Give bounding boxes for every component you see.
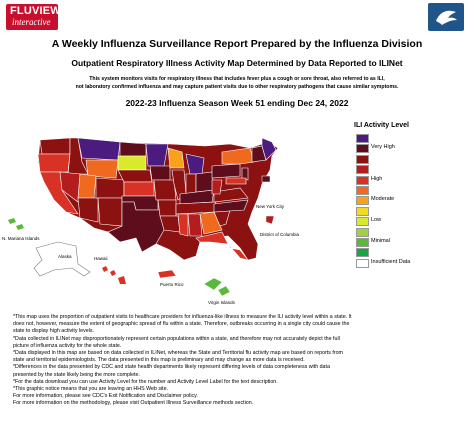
- legend-label: Low: [371, 217, 382, 224]
- legend-swatch: [356, 217, 369, 227]
- hawaii-shape[interactable]: [102, 266, 126, 284]
- notes-text: *This map uses the proportion of outpati…: [13, 314, 453, 408]
- note-line: picture of influenza activity for the wh…: [13, 342, 122, 349]
- legend-swatch: [356, 175, 369, 185]
- note-line: For more information on the methodology,…: [13, 400, 254, 407]
- state-nevada[interactable]: [59, 171, 81, 203]
- legend-swatch: [356, 196, 369, 206]
- note-line: state and territorial epidemiologists. T…: [13, 357, 305, 364]
- legend-label: Very High: [371, 144, 395, 151]
- state-iowa[interactable]: [149, 165, 171, 181]
- state-colorado[interactable]: [95, 177, 125, 199]
- state-north-carolina[interactable]: [213, 199, 249, 213]
- state-utah[interactable]: [77, 173, 97, 199]
- description-line-2: not laboratory confirmed influenza and m…: [75, 84, 399, 90]
- state-maryland-delaware[interactable]: [225, 177, 247, 185]
- state-montana[interactable]: [77, 137, 121, 161]
- state-missouri[interactable]: [153, 179, 177, 201]
- alaska-label: Alaska: [58, 254, 72, 259]
- state-arkansas[interactable]: [157, 199, 177, 217]
- state-wyoming[interactable]: [85, 159, 119, 179]
- dc-label: District of Columbia: [260, 232, 300, 237]
- virgin-islands-label: Virgin Islands: [208, 300, 236, 305]
- legend-label: Minimal: [371, 238, 390, 244]
- state-kansas[interactable]: [123, 181, 155, 197]
- logo-text-fluview: FLUVIEW: [10, 5, 61, 17]
- state-north-dakota[interactable]: [119, 141, 147, 157]
- state-new-jersey[interactable]: [241, 167, 249, 181]
- state-west-virginia[interactable]: [211, 179, 223, 195]
- note-line: For more information, please see CDC's E…: [13, 393, 198, 400]
- fluview-logo[interactable]: FLUVIEW interactive: [6, 4, 61, 30]
- note-line: does not, however, measure the extent of…: [13, 321, 350, 328]
- note-line: *Data displayed in this map are based on…: [13, 350, 343, 357]
- note-line: *This map uses the proportion of outpati…: [13, 314, 352, 320]
- eagle-icon: [436, 10, 457, 25]
- legend-swatch: [356, 238, 369, 247]
- state-nebraska[interactable]: [117, 169, 153, 183]
- description-line-1: This system monitors visits for respirat…: [89, 76, 385, 82]
- us-activity-map[interactable]: New York City District of Columbia N. Ma…: [0, 118, 350, 308]
- state-wisconsin[interactable]: [167, 147, 185, 169]
- state-new-mexico[interactable]: [97, 197, 123, 227]
- state-texas[interactable]: [107, 201, 165, 253]
- note-line: *Data collected in ILINet may disproport…: [13, 335, 340, 342]
- state-arizona[interactable]: [77, 197, 99, 223]
- note-line: state to display high activity levels.: [13, 328, 94, 335]
- legend-swatch: [356, 154, 369, 164]
- state-new-york[interactable]: [221, 147, 255, 165]
- note-line: presented by the state likely being the …: [13, 371, 140, 378]
- state-washington[interactable]: [39, 137, 71, 155]
- map-subtitle: Outpatient Respiratory Illness Activity …: [71, 58, 403, 68]
- legend-swatch: [356, 134, 369, 143]
- note-line: *This graphic notice means that you are …: [13, 386, 169, 393]
- state-south-dakota[interactable]: [117, 155, 147, 171]
- dc-marker[interactable]: [265, 215, 275, 225]
- legend-swatch: [356, 144, 369, 154]
- state-mississippi[interactable]: [177, 213, 189, 237]
- state-tennessee[interactable]: [175, 201, 217, 215]
- hawaii-label: Hawaii: [94, 256, 108, 261]
- legend-title: ILI Activity Level: [354, 122, 409, 129]
- state-florida[interactable]: [195, 231, 249, 261]
- note-line: *Differences in the data presented by CD…: [13, 364, 330, 371]
- mariana-label: N. Mariana Islands: [2, 236, 40, 241]
- legend-swatch: [356, 248, 369, 258]
- page-title: A Weekly Influenza Surveillance Report P…: [51, 38, 423, 50]
- state-virginia[interactable]: [213, 187, 249, 203]
- legend-label: High: [371, 175, 383, 182]
- legend-swatch: [356, 165, 369, 175]
- season-week-heading: 2022-23 Influenza Season Week 51 ending …: [125, 98, 349, 108]
- state-maine[interactable]: [261, 137, 277, 161]
- state-oregon[interactable]: [37, 153, 71, 173]
- state-georgia[interactable]: [199, 211, 223, 235]
- state-ohio[interactable]: [195, 171, 215, 193]
- note-line: *For the data download you can use Activ…: [13, 378, 278, 385]
- state-minnesota[interactable]: [145, 143, 169, 167]
- alaska-shape[interactable]: [33, 241, 91, 277]
- state-pennsylvania[interactable]: [211, 163, 241, 179]
- hhs-logo[interactable]: [428, 3, 464, 31]
- legend-swatch: [356, 227, 369, 237]
- puerto-rico-label: Puerto Rico: [160, 282, 184, 287]
- legend-swatch: [356, 206, 369, 216]
- legend-swatch: [356, 186, 369, 195]
- nyc-marker[interactable]: [261, 175, 271, 183]
- puerto-rico-shape[interactable]: [157, 269, 177, 279]
- state-alabama[interactable]: [187, 213, 203, 237]
- nyc-label: New York City: [256, 204, 285, 209]
- legend-label: Moderate: [371, 196, 395, 203]
- state-indiana[interactable]: [185, 173, 197, 195]
- legend-label: Insufficient Data: [371, 258, 411, 265]
- virgin-islands-shape[interactable]: [203, 277, 231, 297]
- logo-text-interactive: interactive: [12, 17, 51, 27]
- legend-swatch: [356, 258, 369, 268]
- mariana-islands[interactable]: [8, 218, 24, 230]
